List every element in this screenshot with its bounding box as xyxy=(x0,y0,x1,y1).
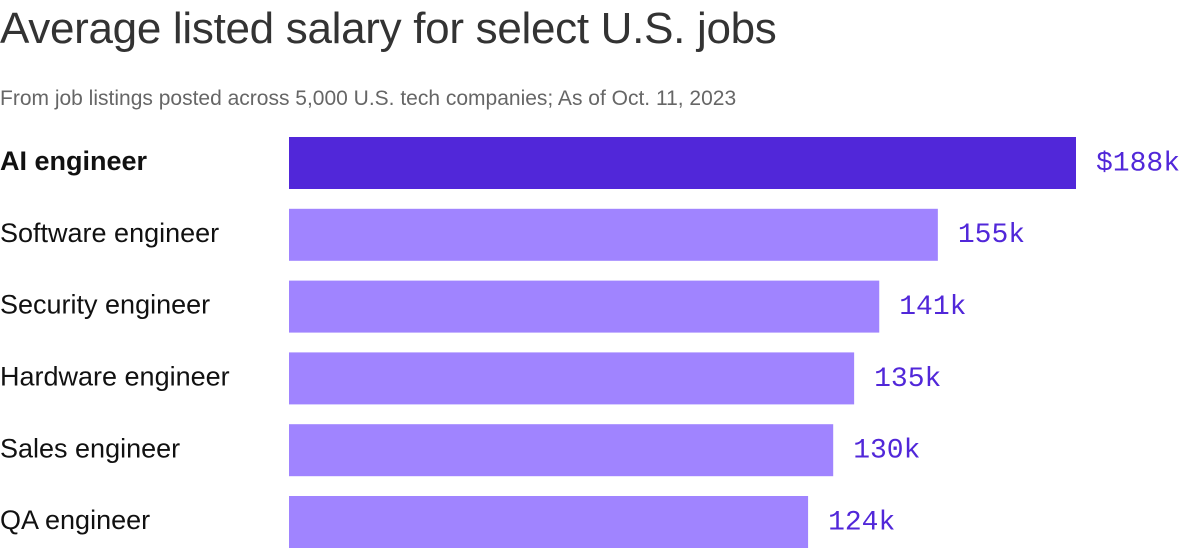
value-label-security-engineer: 141k xyxy=(899,292,966,323)
value-label-ai-engineer: $188k xyxy=(1096,148,1180,179)
category-label-sales-engineer: Sales engineer xyxy=(0,433,180,463)
value-label-hardware-engineer: 135k xyxy=(874,364,941,395)
bar-software-engineer xyxy=(289,208,938,261)
bar-security-engineer xyxy=(289,280,880,333)
chart-subtitle: From job listings posted across 5,000 U.… xyxy=(0,87,737,110)
bar-qa-engineer xyxy=(289,496,809,548)
bar-ai-engineer xyxy=(289,137,1076,189)
bar-hardware-engineer xyxy=(289,352,855,405)
category-label-ai-engineer: AI engineer xyxy=(0,146,148,176)
category-label-security-engineer: Security engineer xyxy=(0,290,210,320)
category-label-hardware-engineer: Hardware engineer xyxy=(0,362,230,392)
category-label-software-engineer: Software engineer xyxy=(0,218,219,248)
value-label-qa-engineer: 124k xyxy=(828,507,895,538)
value-label-software-engineer: 155k xyxy=(958,220,1025,251)
value-label-sales-engineer: 130k xyxy=(853,436,920,467)
category-label-qa-engineer: QA engineer xyxy=(0,505,150,535)
bar-sales-engineer xyxy=(289,424,834,477)
chart-title: Average listed salary for select U.S. jo… xyxy=(0,4,777,53)
